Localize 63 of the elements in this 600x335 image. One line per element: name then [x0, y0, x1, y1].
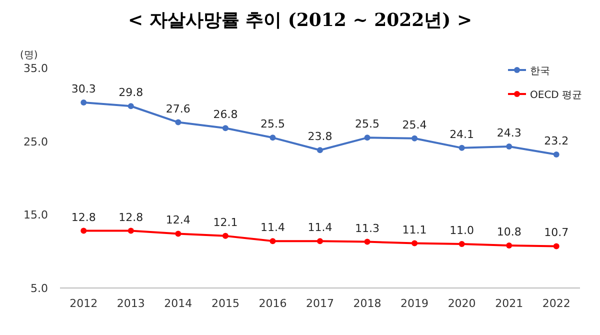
data-label: 12.8	[118, 210, 144, 224]
point	[317, 238, 323, 244]
point	[553, 243, 560, 250]
point	[270, 134, 276, 141]
data-label: 24.1	[450, 128, 474, 141]
x-tick-label: 2022	[542, 297, 570, 310]
x-tick-label: 2019	[400, 297, 429, 310]
point	[412, 135, 418, 142]
point	[412, 240, 418, 246]
point	[364, 238, 370, 245]
point	[458, 241, 465, 247]
data-label: 10.7	[544, 226, 569, 240]
point	[80, 228, 87, 234]
x-tick-label: 2016	[258, 297, 287, 310]
data-label: 12.4	[166, 214, 190, 227]
y-tick-label: 5.0	[30, 282, 48, 295]
x-tick-label: 2012	[70, 297, 98, 310]
point	[175, 119, 182, 126]
data-label: 11.1	[402, 223, 427, 236]
x-tick-label: 2014	[164, 297, 192, 310]
data-label: 12.8	[71, 210, 96, 224]
legend-label: OECD 평균	[530, 90, 582, 101]
point	[506, 242, 512, 248]
x-tick-label: 2013	[116, 297, 145, 310]
point	[222, 232, 228, 239]
data-label: 11.4	[260, 221, 285, 234]
data-label: 12.1	[213, 216, 238, 229]
data-label: 30.3	[71, 82, 96, 96]
point	[80, 99, 87, 106]
legend-label: 한국	[530, 66, 550, 77]
point	[506, 143, 512, 150]
x-tick-label: 2018	[353, 297, 382, 310]
data-label: 11.0	[450, 224, 474, 237]
data-label: 25.5	[355, 118, 380, 131]
data-label: 25.5	[260, 118, 285, 131]
y-axis-title: (명)	[20, 50, 38, 61]
data-label: 25.4	[402, 118, 427, 132]
data-label: 23.2	[544, 134, 569, 148]
point	[128, 228, 134, 234]
x-tick-label: 2021	[495, 297, 524, 310]
x-tick-label: 2015	[211, 297, 240, 310]
point	[553, 152, 560, 158]
chart-title: < 자살사망률 추이 (2012 ~ 2022년) >	[128, 10, 472, 31]
point	[364, 134, 370, 141]
data-label: 29.8	[118, 86, 144, 100]
point	[128, 103, 134, 110]
x-tick-label: 2017	[306, 297, 334, 310]
point	[175, 230, 182, 237]
point	[270, 238, 276, 244]
x-tick-label: 2020	[448, 297, 476, 310]
point	[458, 144, 465, 151]
data-label: 10.8	[496, 225, 522, 238]
data-label: 11.3	[355, 222, 380, 235]
data-label: 27.6	[166, 102, 190, 116]
y-tick-label: 35.0	[24, 62, 48, 75]
y-tick-label: 25.0	[24, 135, 48, 148]
data-label: 23.8	[308, 130, 332, 144]
data-label: 24.3	[496, 126, 522, 140]
y-tick-label: 15.0	[24, 208, 48, 222]
point	[317, 147, 323, 154]
data-label: 11.4	[308, 221, 332, 234]
point	[222, 125, 228, 132]
data-label: 26.8	[213, 108, 238, 122]
